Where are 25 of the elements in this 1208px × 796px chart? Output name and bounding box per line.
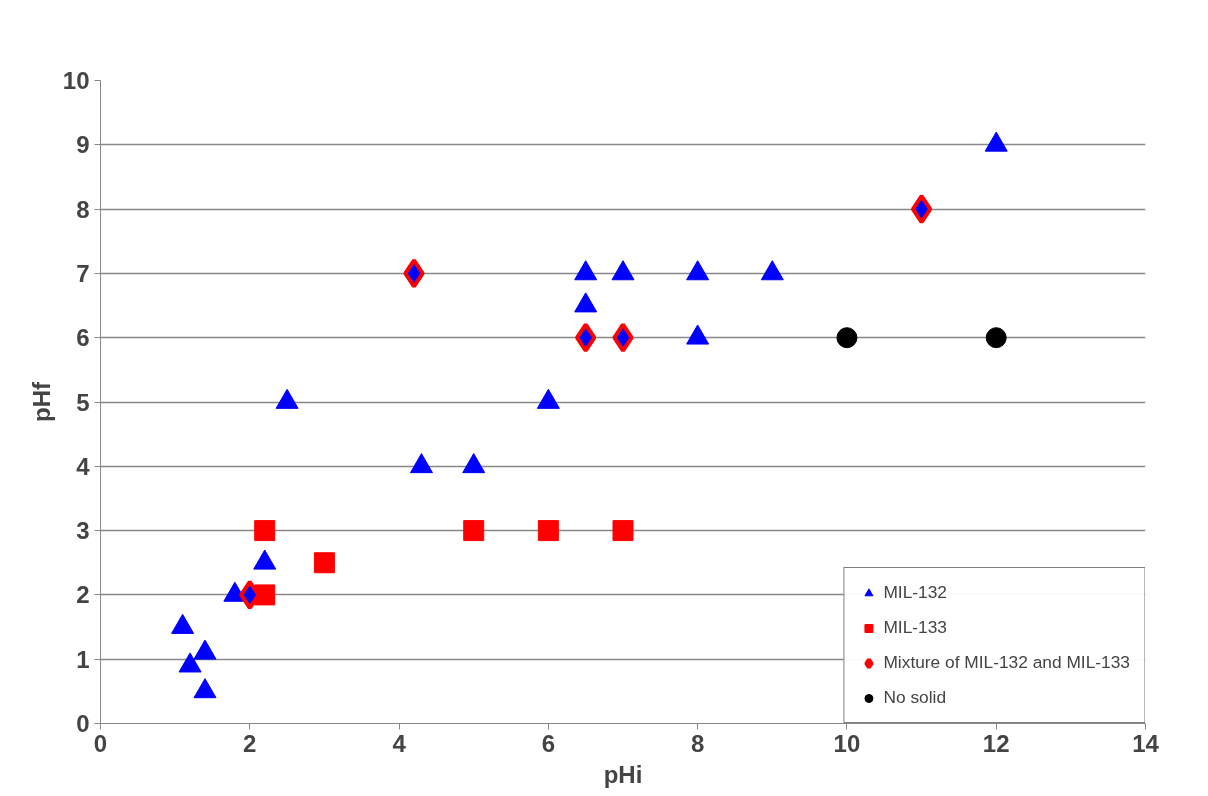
y-tick-label: 4	[76, 452, 91, 480]
y-tick-label: 0	[76, 710, 90, 737]
y-tick-label: 1	[76, 645, 90, 673]
x-tick-label: 4	[392, 729, 407, 757]
y-tick-label: 8	[76, 195, 90, 223]
x-tick-label: 2	[243, 729, 257, 757]
y-tick-label: 2	[76, 581, 90, 609]
x-tick-label: 8	[690, 729, 705, 757]
x-tick-label: 14	[1132, 729, 1160, 757]
y-tick-label: 9	[76, 131, 90, 159]
x-tick-label: 12	[982, 729, 1010, 757]
legend-label: Mixture of MIL-132 and MIL-133	[883, 652, 1130, 673]
y-axis-title: pHf	[27, 381, 55, 422]
legend-label: MIL-132	[883, 582, 948, 603]
x-tick-label: 6	[541, 729, 556, 757]
y-tick-label: 5	[76, 388, 90, 416]
x-axis-title: pHi	[603, 760, 643, 788]
legend-label: MIL-133	[883, 617, 948, 638]
y-tick-label: 7	[76, 259, 90, 287]
y-tick-label: 10	[62, 67, 90, 94]
x-tick-label: 10	[833, 729, 861, 757]
legend-label: No solid	[883, 687, 947, 708]
y-tick-label: 6	[76, 324, 90, 352]
y-tick-label: 3	[76, 517, 90, 545]
x-tick-label: 0	[93, 729, 108, 757]
